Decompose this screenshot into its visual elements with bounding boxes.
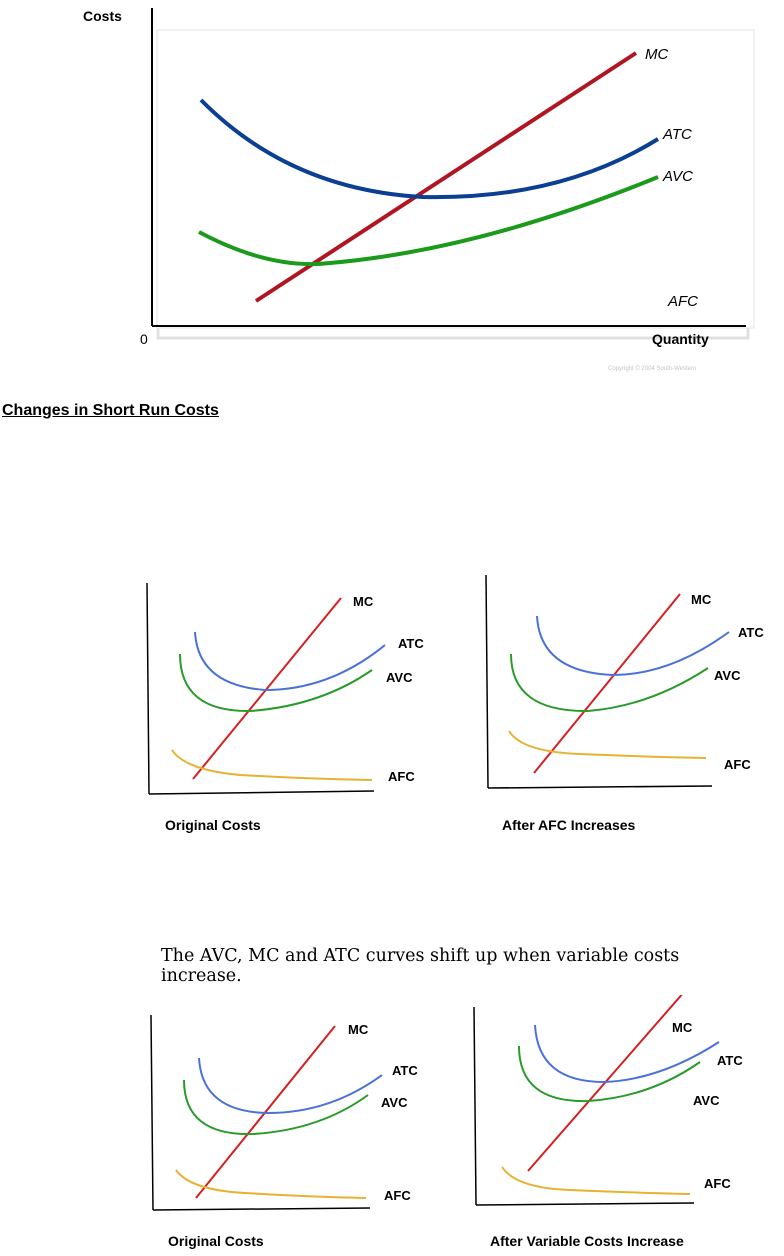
row2-right-y-axis — [473, 1006, 477, 1206]
top-origin-label: 0 — [140, 331, 148, 347]
row2-left-caption: Original Costs — [168, 1233, 264, 1249]
row2-left-atc-curve — [198, 1057, 383, 1115]
row2-left-x-axis — [152, 1207, 371, 1211]
top-avc-label: AVC — [662, 168, 693, 185]
row2-left-afc-curve — [175, 1169, 367, 1199]
top-y-axis-label: Costs — [83, 8, 122, 24]
row1-charts: MC ATC AVC AFC MC ATC AVC AFC — [146, 574, 764, 795]
row1-left-afc-label: AFC — [388, 769, 415, 784]
row1-left-chart: MC ATC AVC AFC — [146, 582, 424, 795]
top-mc-curve — [254, 51, 638, 303]
row2-right-x-axis — [475, 1202, 695, 1206]
row2-right-atc-curve — [534, 1024, 720, 1084]
row2-right-avc-curve — [518, 1045, 701, 1103]
top-x-axis-label: Quantity — [652, 331, 709, 347]
top-atc-label: ATC — [662, 126, 692, 143]
row1-right-atc-label: ATC — [738, 625, 764, 640]
row1-left-atc-curve — [194, 631, 386, 692]
row1-left-y-axis — [146, 582, 150, 795]
row1-left-avc-curve — [179, 653, 373, 713]
copyright-text: Copyright © 2004 South-Western — [608, 365, 696, 372]
row1-right-afc-label: AFC — [724, 757, 751, 772]
row2-left-mc-label: MC — [348, 1022, 369, 1037]
row2-right-atc-label: ATC — [717, 1053, 743, 1068]
row1-right-mc-label: MC — [691, 592, 712, 607]
row2-right-mc-label: MC — [672, 1020, 693, 1035]
row2-right-mc-curve — [527, 995, 683, 1172]
row2-left-y-axis — [150, 1014, 154, 1211]
row1-right-y-axis — [485, 574, 489, 789]
row2-left-avc-curve — [183, 1079, 369, 1136]
top-avc-curve — [198, 175, 659, 267]
variable-costs-note: The AVC, MC and ATC curves shift up when… — [161, 946, 680, 986]
top-afc-label: AFC — [667, 293, 698, 310]
row1-left-x-axis — [148, 790, 375, 795]
row1-right-x-axis — [487, 785, 713, 789]
row2-left-atc-label: ATC — [392, 1063, 418, 1078]
row1-right-mc-curve — [533, 593, 681, 774]
row2-right-avc-label: AVC — [693, 1093, 720, 1108]
row2-left-avc-label: AVC — [381, 1095, 408, 1110]
row2-right-afc-curve — [501, 1166, 691, 1195]
row1-right-caption: After AFC Increases — [502, 817, 636, 833]
row1-right-afc-curve — [508, 730, 707, 759]
row1-right-avc-label: AVC — [714, 668, 741, 683]
row1-right-chart: MC ATC AVC AFC — [485, 574, 764, 789]
row1-left-mc-label: MC — [353, 594, 374, 609]
row1-left-caption: Original Costs — [165, 817, 261, 833]
top-mc-label: MC — [645, 46, 668, 63]
section-heading: Changes in Short Run Costs — [2, 402, 219, 419]
top-cost-chart: Costs 0 Quantity MC ATC AVC AFC Copyrigh… — [83, 8, 755, 372]
row1-right-atc-curve — [536, 615, 730, 677]
row1-left-mc-curve — [192, 597, 342, 780]
row1-right-avc-curve — [510, 653, 709, 713]
row2-right-afc-label: AFC — [704, 1176, 731, 1191]
row2-right-caption: After Variable Costs Increase — [490, 1233, 684, 1249]
top-atc-curve — [199, 98, 660, 200]
row2-left-afc-label: AFC — [384, 1188, 411, 1203]
row1-left-atc-label: ATC — [398, 636, 424, 651]
row2-charts: MC ATC AVC AFC MC ATC AVC AFC — [150, 995, 743, 1211]
row2-left-chart: MC ATC AVC AFC — [150, 1014, 418, 1211]
row2-right-chart: MC ATC AVC AFC — [473, 995, 743, 1206]
row1-left-avc-label: AVC — [386, 670, 413, 685]
row1-left-afc-curve — [171, 749, 373, 781]
